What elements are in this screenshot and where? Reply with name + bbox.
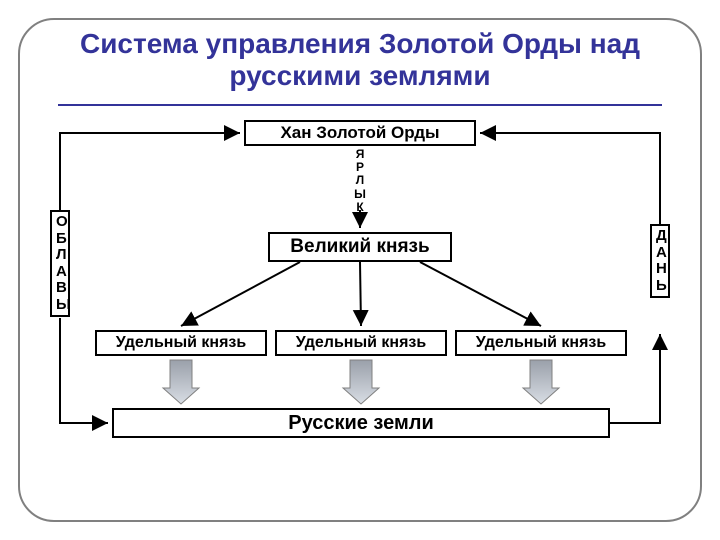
node-russian-lands: Русские земли [112,408,610,438]
yarlyk-text: ЯРЛЫК [350,148,370,214]
node-udel-3: Удельный князь [455,330,627,356]
label-oblavy: ОБЛАВЫ [50,210,70,317]
title-underline [58,104,662,106]
node-udel-2: Удельный князь [275,330,447,356]
node-udel-1: Удельный князь [95,330,267,356]
label-dan: ДАНЬ [650,224,670,298]
slide-frame [18,18,702,522]
label-yarlyk: ЯРЛЫК [350,148,370,214]
node-grand-prince: Великий князь [268,232,452,262]
node-khan: Хан Золотой Орды [244,120,476,146]
page-title: Система управления Золотой Орды над русс… [60,28,660,92]
